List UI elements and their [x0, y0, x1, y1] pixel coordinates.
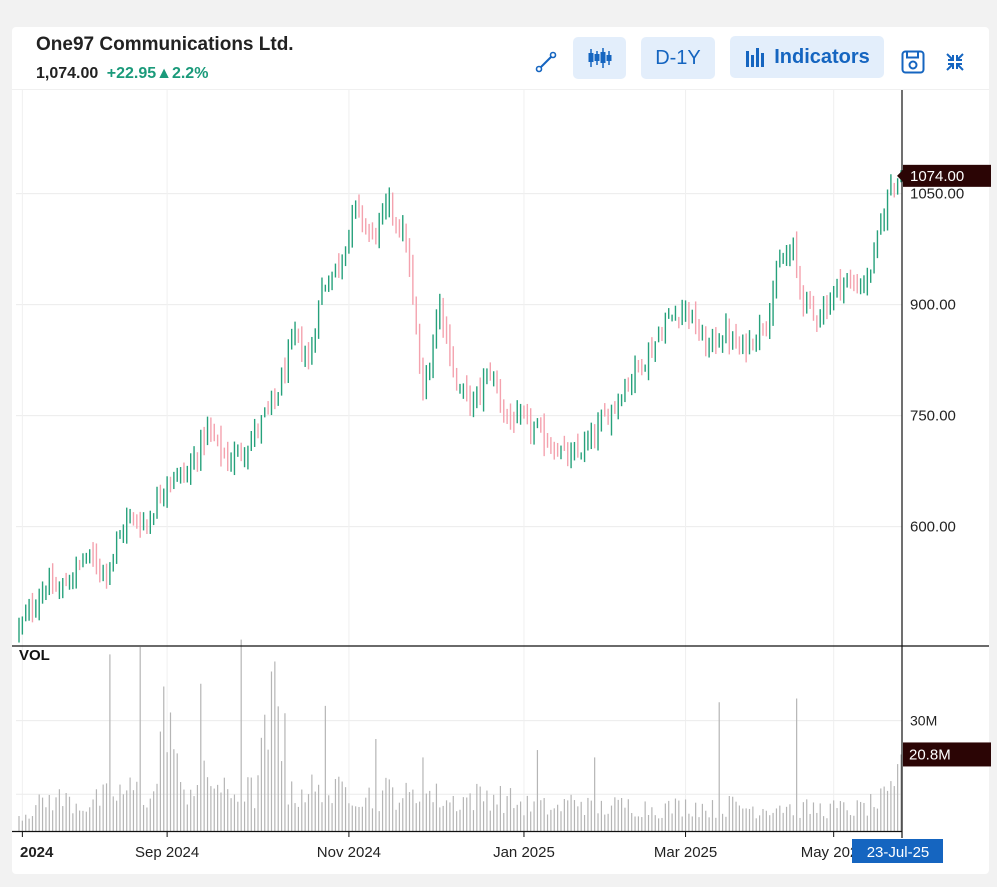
last-volume-tag: [903, 742, 991, 767]
x-tick-label: Jan 2025: [493, 844, 555, 861]
price-summary: 1,074.00 +22.95▲2.2%: [36, 65, 208, 83]
save-icon: [901, 50, 925, 74]
vol-tick-label: 30M: [910, 713, 937, 729]
grid-lines: [16, 90, 902, 831]
chart-card: One97 Communications Ltd. 1,074.00 +22.9…: [12, 27, 989, 874]
y-tick-label: 600.00: [910, 519, 956, 536]
x-tick-label: Sep 2024: [135, 844, 199, 861]
chart-title: One97 Communications Ltd.: [36, 34, 294, 55]
candlestick-icon: [588, 48, 611, 68]
x-tick-label: Mar 2025: [654, 844, 717, 861]
last-price-tag-text: 1074.00: [910, 168, 964, 185]
ohlc-bars: [18, 170, 902, 643]
axis-labels: 600.00 750.00 900.00 1050.00 30M 2024 Sep 2024…: [19, 164, 991, 863]
last-volume-tag-text: 20.8M: [909, 746, 951, 763]
y-tick-label: 900.00: [910, 297, 956, 314]
draw-tool-button[interactable]: [530, 41, 562, 83]
y-tick-label: 1050.00: [910, 186, 964, 203]
last-price: 1,074.00: [36, 65, 99, 82]
x-tick-label: May 2025: [801, 844, 867, 861]
volume-label: VOL: [19, 647, 50, 664]
axes: [12, 89, 989, 838]
collapse-icon: [946, 53, 964, 71]
last-price-tag-arrow: [897, 169, 903, 182]
last-price-tag: [903, 164, 991, 187]
last-date-tag: [852, 839, 943, 863]
price-change: +22.95▲2.2%: [106, 65, 209, 82]
last-date-tag-text: 23-Jul-25: [867, 844, 930, 861]
pencil-line-icon: [535, 51, 557, 73]
indicators-label: Indicators: [774, 45, 870, 68]
bar-chart-icon: [746, 48, 765, 67]
x-tick-label: 2024: [20, 844, 54, 861]
period-button[interactable]: D-1Y: [641, 37, 715, 79]
y-tick-label: 750.00: [910, 408, 956, 425]
x-tick-label: Nov 2024: [317, 844, 381, 861]
save-button[interactable]: [898, 41, 928, 83]
collapse-button[interactable]: [940, 41, 970, 83]
volume-bars: [18, 639, 902, 831]
indicators-button[interactable]: Indicators: [730, 36, 884, 78]
chart-type-button[interactable]: [573, 37, 626, 79]
